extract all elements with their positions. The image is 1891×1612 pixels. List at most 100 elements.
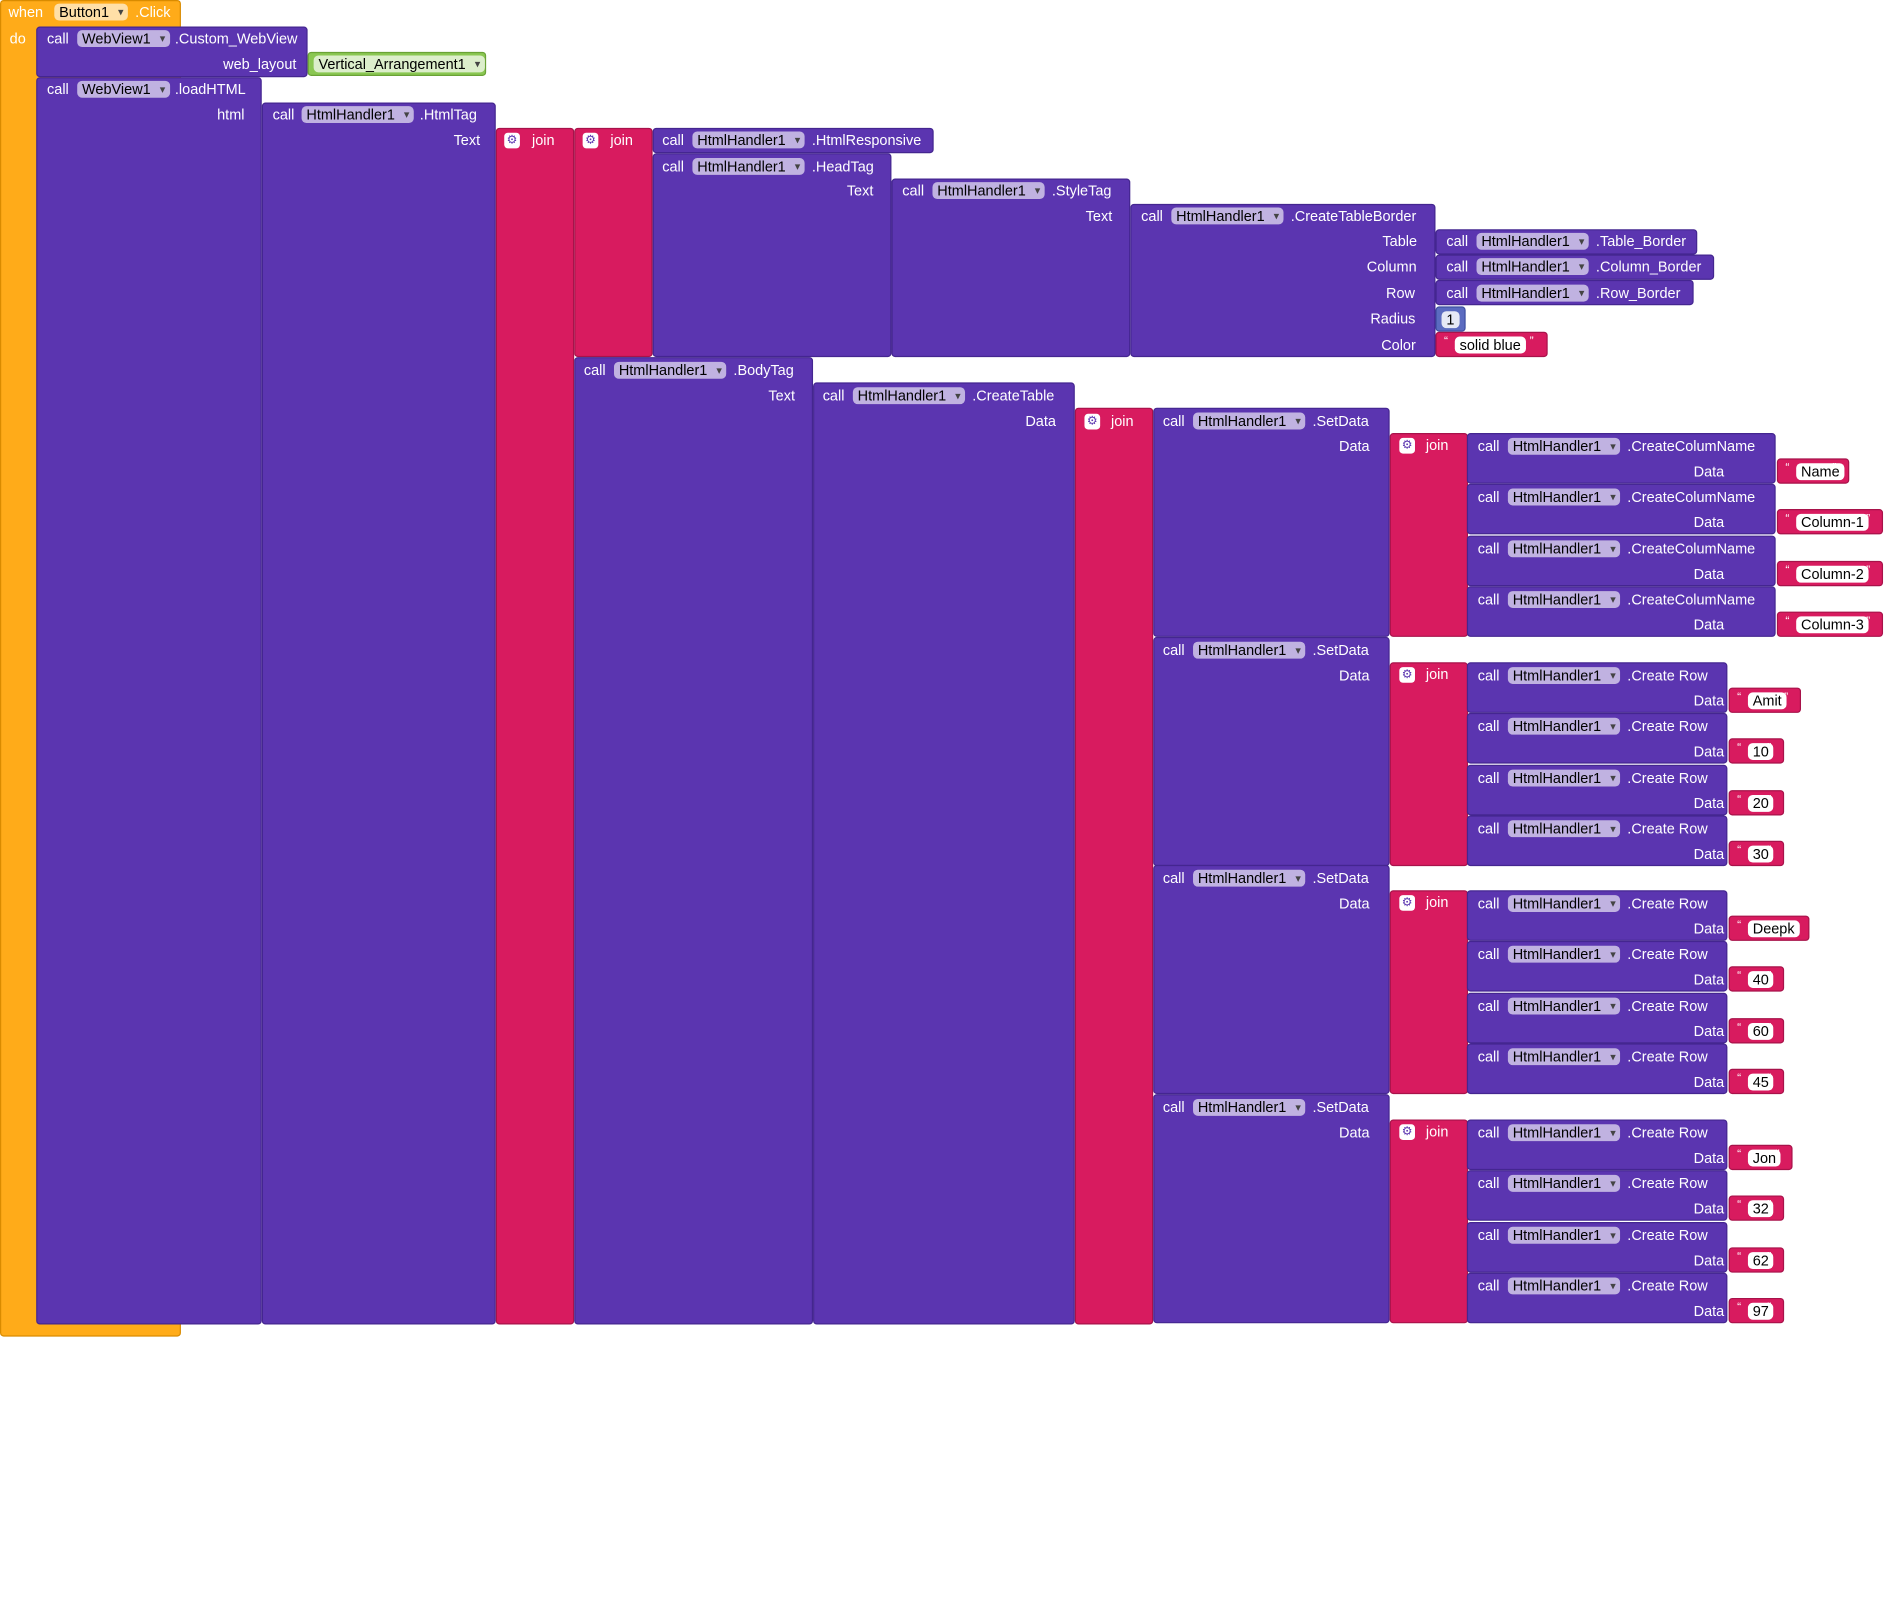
cell-value[interactable]: 62: [1747, 1251, 1774, 1269]
data-param-label: Data: [1338, 895, 1370, 912]
handler-component-dropdown[interactable]: HtmlHandler1: [1507, 718, 1621, 735]
create-row-method: .Create Row: [1627, 667, 1708, 684]
cell-value[interactable]: 10: [1747, 743, 1774, 761]
arrangement-dropdown[interactable]: Vertical_Arrangement1: [313, 55, 486, 73]
handler-component-dropdown[interactable]: HtmlHandler1: [301, 106, 415, 124]
set-data-block[interactable]: [1153, 1094, 1390, 1324]
radius-value[interactable]: 1: [1441, 311, 1460, 329]
body-tag-block[interactable]: [574, 357, 814, 1325]
handler-component-dropdown[interactable]: HtmlHandler1: [1507, 820, 1621, 838]
handler-component-dropdown[interactable]: HtmlHandler1: [614, 361, 727, 379]
webview-component-dropdown[interactable]: WebView1: [77, 80, 171, 98]
data-param-label: Data: [1693, 971, 1725, 989]
create-row-method: .Create Row: [1627, 895, 1708, 912]
call-label: call: [1477, 718, 1500, 735]
cell-value[interactable]: 45: [1747, 1073, 1774, 1091]
color-param-label: Color: [1381, 336, 1416, 354]
handler-component-dropdown[interactable]: HtmlHandler1: [852, 387, 966, 405]
handler-component-dropdown[interactable]: HtmlHandler1: [1507, 590, 1621, 608]
handler-component-dropdown[interactable]: HtmlHandler1: [1507, 1226, 1621, 1244]
join-row-block[interactable]: [1389, 433, 1469, 637]
column-name-value[interactable]: Column-2: [1796, 565, 1869, 583]
handler-component-dropdown[interactable]: HtmlHandler1: [692, 131, 806, 149]
gear-icon[interactable]: ⚙: [1399, 437, 1415, 454]
create-table-border-block[interactable]: [1130, 203, 1436, 358]
create-column-method: .CreateColumName: [1627, 539, 1756, 557]
close-quote-icon: ”: [1767, 1301, 1772, 1315]
load-html-block[interactable]: [36, 77, 262, 1325]
set-data-block[interactable]: [1153, 864, 1390, 1095]
gear-icon[interactable]: ⚙: [582, 132, 599, 149]
join-row-block[interactable]: [1389, 662, 1469, 867]
set-data-block[interactable]: [1153, 407, 1390, 637]
handler-component-dropdown[interactable]: HtmlHandler1: [1193, 641, 1306, 659]
column-name-value[interactable]: Name: [1796, 463, 1845, 481]
cell-value[interactable]: 97: [1747, 1302, 1774, 1320]
call-label: call: [1477, 667, 1500, 684]
handler-component-dropdown[interactable]: HtmlHandler1: [1171, 207, 1284, 225]
open-quote-icon: “: [1737, 691, 1742, 705]
color-value[interactable]: solid blue: [1454, 336, 1526, 354]
cell-value[interactable]: 40: [1747, 971, 1774, 989]
cell-value[interactable]: 30: [1747, 845, 1774, 863]
html-tag-block[interactable]: [261, 102, 496, 1325]
handler-component-dropdown[interactable]: HtmlHandler1: [932, 182, 1046, 200]
handler-component-dropdown[interactable]: HtmlHandler1: [1193, 412, 1306, 430]
open-quote-icon: “: [1737, 970, 1742, 984]
handler-component-dropdown[interactable]: HtmlHandler1: [1476, 232, 1590, 250]
call-label: call: [1477, 946, 1500, 963]
load-html-method: .loadHTML: [174, 80, 246, 98]
cell-value[interactable]: 20: [1747, 794, 1774, 812]
set-data-method: .SetData: [1312, 641, 1369, 659]
cell-value[interactable]: Jon: [1747, 1149, 1781, 1167]
column-name-value[interactable]: Column-3: [1796, 616, 1869, 634]
handler-component-dropdown[interactable]: HtmlHandler1: [1507, 437, 1621, 455]
cell-value[interactable]: Amit: [1747, 692, 1787, 710]
create-row-method: .Create Row: [1627, 1226, 1708, 1244]
button-component-dropdown[interactable]: Button1: [54, 3, 129, 21]
gear-icon[interactable]: ⚙: [1399, 1124, 1415, 1140]
handler-component-dropdown[interactable]: HtmlHandler1: [1193, 1098, 1306, 1116]
cell-value[interactable]: 60: [1747, 1022, 1774, 1040]
handler-component-dropdown[interactable]: HtmlHandler1: [1507, 895, 1621, 912]
handler-component-dropdown[interactable]: HtmlHandler1: [1507, 769, 1621, 787]
handler-component-dropdown[interactable]: HtmlHandler1: [1507, 1175, 1621, 1193]
data-param-label: Data: [1025, 412, 1056, 430]
set-data-block[interactable]: [1153, 636, 1390, 867]
handler-component-dropdown[interactable]: HtmlHandler1: [692, 158, 806, 175]
cell-value[interactable]: Deepk: [1747, 920, 1800, 938]
handler-component-dropdown[interactable]: HtmlHandler1: [1507, 1048, 1621, 1066]
handler-component-dropdown[interactable]: HtmlHandler1: [1507, 539, 1621, 557]
handler-component-dropdown[interactable]: HtmlHandler1: [1193, 869, 1306, 887]
handler-component-dropdown[interactable]: HtmlHandler1: [1507, 667, 1621, 684]
handler-component-dropdown[interactable]: HtmlHandler1: [1507, 1124, 1621, 1142]
set-data-method: .SetData: [1312, 1098, 1369, 1116]
gear-icon[interactable]: ⚙: [1399, 895, 1415, 911]
call-label: call: [662, 158, 684, 175]
handler-component-dropdown[interactable]: HtmlHandler1: [1507, 946, 1621, 963]
webview-component-dropdown[interactable]: WebView1: [77, 30, 171, 48]
join-row-block[interactable]: [1389, 890, 1469, 1095]
column-name-value[interactable]: Column-1: [1796, 514, 1869, 532]
gear-icon[interactable]: ⚙: [1084, 413, 1101, 430]
handler-component-dropdown[interactable]: HtmlHandler1: [1507, 997, 1621, 1015]
open-quote-icon: “: [1737, 793, 1742, 807]
handler-component-dropdown[interactable]: HtmlHandler1: [1476, 284, 1590, 302]
join-row-block[interactable]: [1389, 1119, 1469, 1324]
join-outer-block[interactable]: [495, 127, 575, 1325]
handler-component-dropdown[interactable]: HtmlHandler1: [1507, 488, 1621, 506]
join-inner-block[interactable]: [574, 127, 653, 358]
open-quote-icon: “: [1737, 1250, 1742, 1264]
handler-component-dropdown[interactable]: HtmlHandler1: [1507, 1277, 1621, 1295]
join-table-block[interactable]: [1074, 407, 1154, 1325]
head-tag-block[interactable]: [652, 153, 892, 358]
gear-icon[interactable]: ⚙: [1399, 667, 1415, 683]
text-param-label: Text: [1085, 207, 1113, 225]
join-label: join: [531, 131, 555, 149]
call-label: call: [1446, 284, 1469, 302]
handler-component-dropdown[interactable]: HtmlHandler1: [1476, 258, 1590, 276]
style-tag-block[interactable]: [891, 178, 1131, 358]
create-table-block[interactable]: [813, 382, 1075, 1325]
gear-icon[interactable]: ⚙: [504, 132, 520, 149]
cell-value[interactable]: 32: [1747, 1200, 1774, 1218]
